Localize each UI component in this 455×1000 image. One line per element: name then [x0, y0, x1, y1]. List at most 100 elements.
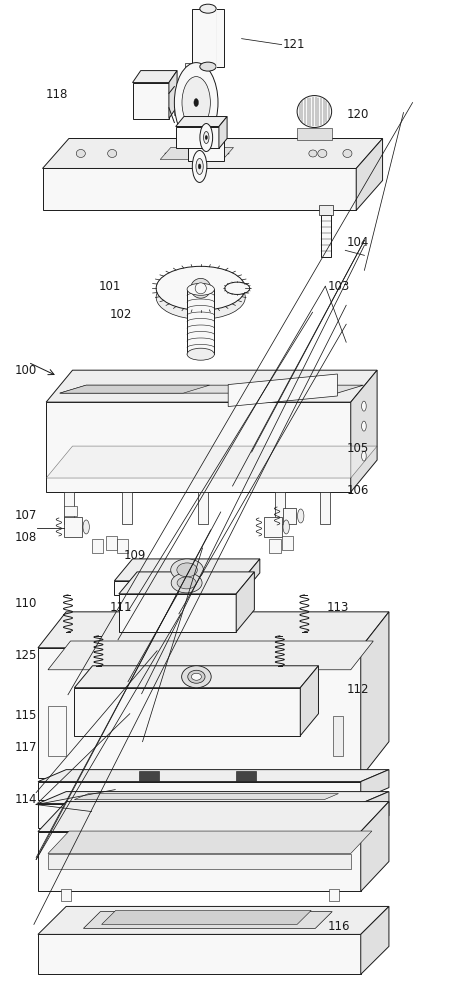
Text: 125: 125: [14, 649, 36, 662]
Ellipse shape: [205, 136, 207, 140]
Ellipse shape: [361, 451, 365, 461]
Text: 110: 110: [14, 597, 36, 610]
Polygon shape: [360, 906, 388, 974]
Polygon shape: [187, 289, 214, 354]
Text: 102: 102: [110, 308, 132, 321]
Polygon shape: [333, 716, 342, 756]
Text: 103: 103: [327, 280, 349, 293]
Ellipse shape: [199, 124, 212, 151]
FancyBboxPatch shape: [139, 771, 158, 781]
Polygon shape: [106, 536, 117, 550]
Polygon shape: [114, 559, 259, 581]
Polygon shape: [350, 370, 376, 492]
Polygon shape: [38, 832, 360, 891]
Polygon shape: [48, 706, 66, 756]
Text: 121: 121: [282, 38, 304, 51]
Polygon shape: [64, 492, 74, 524]
Polygon shape: [101, 910, 310, 924]
FancyBboxPatch shape: [187, 140, 224, 161]
Polygon shape: [122, 492, 132, 524]
Polygon shape: [117, 539, 128, 553]
Polygon shape: [175, 117, 227, 127]
Polygon shape: [46, 402, 350, 492]
Polygon shape: [174, 91, 179, 115]
Polygon shape: [60, 385, 363, 393]
Polygon shape: [119, 594, 236, 632]
Polygon shape: [46, 370, 376, 402]
Polygon shape: [297, 128, 331, 140]
Ellipse shape: [156, 275, 245, 319]
Polygon shape: [38, 782, 360, 800]
Polygon shape: [83, 912, 332, 928]
Ellipse shape: [187, 283, 214, 295]
Text: 112: 112: [345, 683, 368, 696]
FancyBboxPatch shape: [61, 889, 71, 901]
Ellipse shape: [224, 282, 249, 294]
Ellipse shape: [182, 77, 210, 129]
Polygon shape: [264, 517, 281, 537]
Text: 115: 115: [14, 709, 36, 722]
FancyBboxPatch shape: [328, 889, 338, 901]
Text: 120: 120: [345, 108, 368, 121]
Ellipse shape: [181, 666, 211, 688]
Text: 111: 111: [110, 601, 132, 614]
Ellipse shape: [195, 283, 206, 294]
Ellipse shape: [342, 149, 351, 157]
Text: 106: 106: [345, 484, 368, 497]
Ellipse shape: [198, 164, 201, 169]
Polygon shape: [48, 854, 350, 869]
Polygon shape: [175, 127, 218, 148]
Polygon shape: [38, 770, 388, 782]
Polygon shape: [360, 792, 388, 828]
Polygon shape: [300, 666, 318, 736]
Ellipse shape: [308, 150, 316, 157]
Polygon shape: [218, 117, 227, 148]
Polygon shape: [38, 648, 360, 778]
Polygon shape: [360, 770, 388, 800]
Text: 108: 108: [14, 531, 36, 544]
Polygon shape: [168, 71, 177, 119]
Text: 113: 113: [326, 601, 349, 614]
Text: 109: 109: [123, 549, 146, 562]
Polygon shape: [132, 71, 177, 83]
Text: 116: 116: [327, 920, 350, 933]
Ellipse shape: [283, 520, 289, 534]
Ellipse shape: [174, 63, 217, 142]
Text: 101: 101: [98, 280, 121, 293]
Polygon shape: [320, 215, 330, 257]
Polygon shape: [38, 802, 388, 832]
Polygon shape: [318, 205, 332, 215]
Polygon shape: [241, 559, 259, 595]
Polygon shape: [191, 9, 224, 67]
Ellipse shape: [196, 158, 203, 174]
Polygon shape: [38, 612, 388, 648]
Polygon shape: [198, 492, 208, 524]
Ellipse shape: [193, 99, 198, 107]
Ellipse shape: [187, 670, 205, 683]
Polygon shape: [42, 168, 355, 210]
Polygon shape: [282, 508, 296, 524]
Polygon shape: [60, 385, 209, 393]
Ellipse shape: [171, 573, 202, 593]
Polygon shape: [91, 539, 102, 553]
Ellipse shape: [361, 421, 365, 431]
Ellipse shape: [190, 278, 210, 298]
Polygon shape: [64, 517, 81, 537]
Ellipse shape: [317, 149, 326, 157]
Polygon shape: [228, 374, 337, 407]
Ellipse shape: [83, 520, 89, 534]
Polygon shape: [132, 83, 168, 119]
Ellipse shape: [76, 149, 85, 157]
Text: 105: 105: [345, 442, 368, 455]
Polygon shape: [74, 688, 300, 736]
Text: 100: 100: [14, 364, 36, 377]
Polygon shape: [184, 63, 207, 75]
Ellipse shape: [297, 509, 303, 523]
Polygon shape: [236, 572, 254, 632]
Text: 118: 118: [46, 88, 68, 101]
Polygon shape: [274, 492, 284, 524]
Ellipse shape: [156, 266, 245, 310]
Ellipse shape: [187, 348, 214, 360]
Ellipse shape: [177, 577, 196, 589]
Ellipse shape: [170, 559, 203, 581]
